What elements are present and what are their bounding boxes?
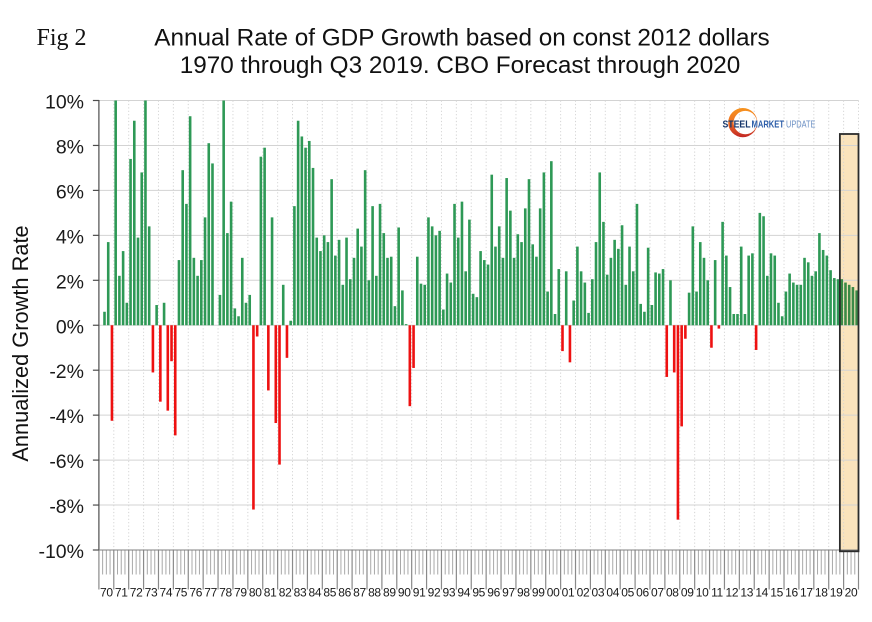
svg-text:Annualized Growth Rate: Annualized Growth Rate (8, 225, 33, 461)
svg-text:-2%: -2% (49, 361, 84, 383)
svg-text:08: 08 (666, 586, 679, 600)
svg-text:04: 04 (606, 586, 619, 600)
svg-text:20: 20 (845, 586, 858, 600)
svg-text:80: 80 (249, 586, 262, 600)
svg-text:1970 through Q3 2019. CBO Fore: 1970 through Q3 2019. CBO Forecast throu… (180, 52, 741, 79)
svg-text:74: 74 (160, 586, 173, 600)
svg-text:-4%: -4% (49, 406, 84, 428)
svg-text:72: 72 (130, 586, 143, 600)
svg-text:10%: 10% (45, 92, 84, 114)
svg-text:11: 11 (711, 586, 723, 600)
svg-text:00: 00 (547, 586, 560, 600)
svg-text:87: 87 (353, 586, 366, 600)
svg-text:86: 86 (338, 586, 351, 600)
svg-text:09: 09 (681, 586, 694, 600)
svg-text:82: 82 (279, 586, 292, 600)
svg-text:Fig 2: Fig 2 (37, 25, 87, 51)
svg-text:07: 07 (651, 586, 664, 600)
svg-text:75: 75 (174, 586, 187, 600)
svg-text:81: 81 (264, 586, 277, 600)
svg-text:06: 06 (636, 586, 649, 600)
svg-text:88: 88 (368, 586, 381, 600)
svg-text:UPDATE: UPDATE (786, 120, 816, 131)
svg-text:2%: 2% (56, 271, 84, 293)
svg-text:-8%: -8% (49, 496, 84, 518)
svg-text:6%: 6% (56, 181, 84, 203)
svg-text:76: 76 (189, 586, 202, 600)
svg-text:03: 03 (591, 586, 604, 600)
svg-text:70: 70 (100, 586, 113, 600)
svg-text:73: 73 (145, 586, 158, 600)
svg-text:05: 05 (621, 586, 634, 600)
svg-text:79: 79 (234, 586, 247, 600)
svg-text:83: 83 (294, 586, 307, 600)
svg-text:4%: 4% (56, 226, 84, 248)
svg-text:96: 96 (487, 586, 500, 600)
svg-text:97: 97 (502, 586, 515, 600)
svg-text:16: 16 (785, 586, 798, 600)
svg-text:98: 98 (517, 586, 530, 600)
svg-text:18: 18 (815, 586, 828, 600)
svg-text:14: 14 (755, 586, 768, 600)
svg-text:17: 17 (800, 586, 813, 600)
svg-text:92: 92 (428, 586, 441, 600)
svg-text:8%: 8% (56, 136, 84, 158)
svg-text:-6%: -6% (49, 451, 84, 473)
svg-text:MARKET: MARKET (752, 120, 785, 131)
svg-text:93: 93 (443, 586, 456, 600)
svg-text:15: 15 (770, 586, 783, 600)
svg-text:84: 84 (308, 586, 321, 600)
svg-text:85: 85 (323, 586, 336, 600)
svg-text:01: 01 (562, 586, 575, 600)
svg-text:89: 89 (383, 586, 396, 600)
svg-text:78: 78 (219, 586, 232, 600)
svg-text:95: 95 (472, 586, 485, 600)
svg-text:99: 99 (532, 586, 545, 600)
svg-text:77: 77 (204, 586, 217, 600)
svg-text:13: 13 (740, 586, 753, 600)
svg-text:19: 19 (830, 586, 843, 600)
svg-text:02: 02 (577, 586, 590, 600)
svg-text:91: 91 (413, 586, 426, 600)
svg-text:90: 90 (398, 586, 411, 600)
svg-text:-10%: -10% (38, 541, 84, 563)
svg-text:71: 71 (115, 586, 128, 600)
svg-text:94: 94 (457, 586, 470, 600)
svg-text:Annual Rate of GDP Growth base: Annual Rate of GDP Growth based on const… (154, 24, 769, 51)
svg-text:STEEL: STEEL (723, 120, 751, 131)
svg-text:12: 12 (726, 586, 739, 600)
svg-text:0%: 0% (56, 316, 84, 338)
svg-text:10: 10 (696, 586, 709, 600)
